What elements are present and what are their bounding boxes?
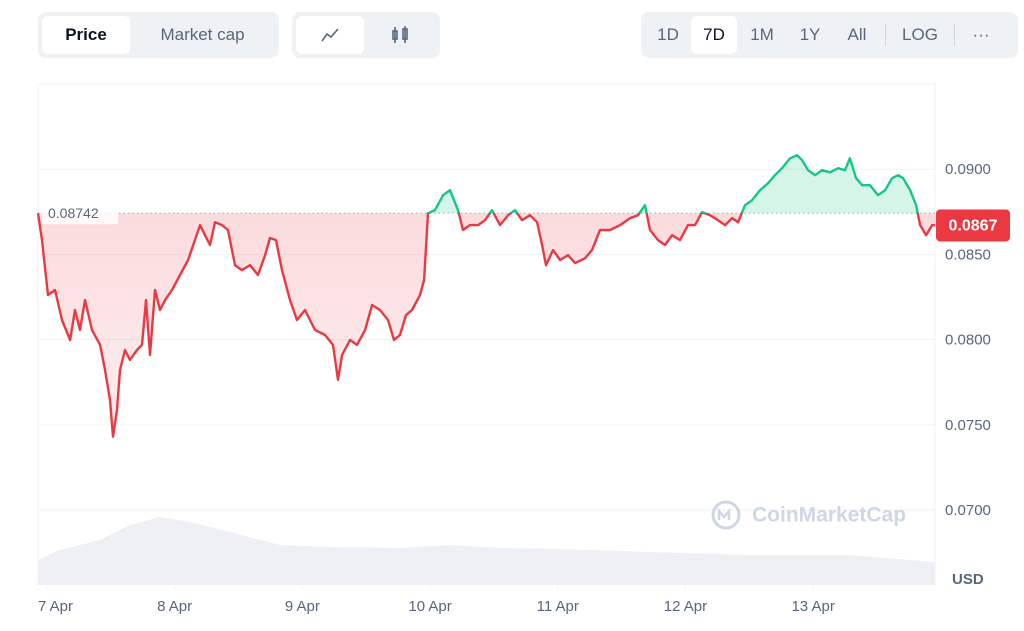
range-group: 1D 7D 1M 1Y All LOG ···	[641, 12, 1018, 58]
range-button[interactable]: 1M	[750, 25, 774, 44]
marks: 0.08742	[36, 154, 936, 438]
range-button[interactable]: All	[847, 25, 867, 44]
price-area	[38, 155, 935, 437]
line-chart-button[interactable]	[296, 16, 364, 54]
log-button[interactable]: LOG	[902, 25, 938, 44]
tab-button[interactable]: Price	[42, 16, 130, 54]
candle-chart-button[interactable]	[364, 16, 436, 54]
watermark-logo	[717, 507, 731, 520]
price-line	[36, 154, 936, 438]
axis-unit: USD	[952, 571, 984, 588]
watermark-text: CoinMarketCap	[752, 504, 906, 527]
line-icon	[321, 28, 339, 42]
candle-icon	[392, 26, 408, 43]
volume-area	[38, 517, 935, 585]
current-price-badge	[936, 209, 1010, 242]
x-tick-label: 11 Apr	[537, 598, 579, 615]
x-tick-label: 13 Apr	[791, 598, 834, 615]
watermark-logo	[711, 500, 741, 530]
y-tick-label: 0.0800	[945, 332, 991, 349]
reference-label: 0.08742	[48, 205, 99, 221]
range-button[interactable]: 7D	[691, 16, 737, 54]
reference-label-bg	[42, 202, 118, 225]
x-tick-label: 9 Apr	[285, 598, 320, 615]
range-button[interactable]: 1Y	[799, 25, 821, 44]
separator	[885, 24, 886, 46]
x-tick-label: 12 Apr	[664, 598, 707, 615]
y-tick-label: 0.0850	[945, 246, 991, 263]
range-button[interactable]: 1D	[657, 25, 679, 44]
chart-type-group	[292, 12, 440, 58]
separator	[954, 24, 955, 46]
x-tick-label: 8 Apr	[157, 598, 192, 615]
x-tick-label: 7 Apr	[38, 598, 73, 615]
y-tick-label: 0.0700	[945, 502, 991, 519]
tab-button[interactable]: Market cap	[160, 25, 245, 44]
more-button[interactable]: ···	[972, 25, 990, 44]
x-tick-label: 10 Apr	[408, 598, 451, 615]
tab-group: Price Market cap	[38, 12, 279, 58]
y-tick-label: 0.0750	[945, 417, 991, 434]
y-tick-label: 0.0900	[945, 161, 991, 178]
current-price-label: 0.0867	[949, 218, 998, 235]
watermark: CoinMarketCap	[711, 500, 906, 530]
